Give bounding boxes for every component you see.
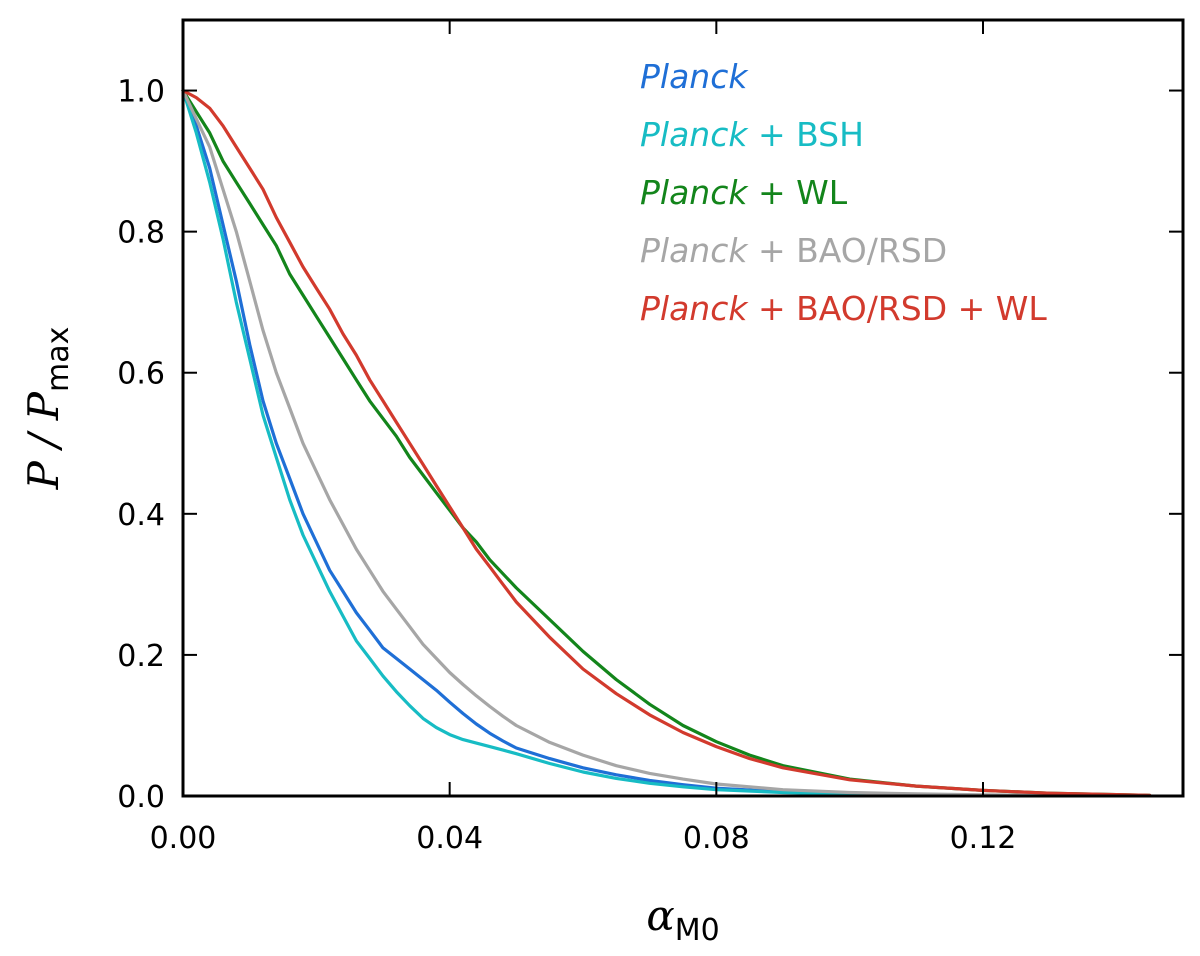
y-tick-label: 0.2 — [117, 639, 165, 674]
y-tick-label: 0.6 — [117, 357, 165, 392]
legend-entry-italic: Planck — [640, 57, 749, 96]
x-axis-label-main: α — [646, 891, 674, 940]
legend-entry-4: Planck + BAO/RSD — [640, 231, 947, 270]
legend-entry-2: Planck + BSH — [640, 115, 864, 154]
x-tick-label: 0.04 — [416, 821, 483, 856]
series-line-5 — [181, 88, 1152, 797]
x-axis-label-sub: M0 — [675, 913, 720, 948]
legend-entry-1: Planck — [640, 57, 749, 96]
legend-entry-rest: + BSH — [747, 115, 863, 154]
series-line-3 — [181, 88, 1152, 797]
legend-entry-italic: Planck — [640, 115, 749, 154]
x-tick-label: 0.00 — [150, 821, 217, 856]
series-layer — [181, 88, 1152, 798]
series-line-4 — [181, 88, 1152, 798]
y-tick-label: 0.0 — [117, 780, 165, 815]
legend-entry-rest: + BAO/RSD + WL — [747, 289, 1047, 328]
legend-entry-5: Planck + BAO/RSD + WL — [640, 289, 1047, 328]
series-line-2 — [181, 88, 1152, 798]
y-axis-label-sub: max — [41, 327, 76, 392]
legend-entry-rest: + WL — [747, 173, 847, 212]
ticks-layer: 0.00 0.04 0.08 0.12 0.0 0.2 0.4 0.6 0.8 1.0 — [117, 20, 1183, 856]
y-axis-label-main: P / P — [19, 391, 68, 490]
y-tick-label: 0.8 — [117, 216, 165, 251]
legend-entry-italic: Planck — [640, 231, 749, 270]
y-tick-label: 0.4 — [117, 498, 165, 533]
y-tick-label: 1.0 — [117, 75, 165, 110]
legend-entry-italic: Planck — [640, 173, 749, 212]
x-axis-label: αM0 — [646, 891, 719, 948]
y-axis-label: P / Pmax — [19, 327, 76, 491]
x-tick-label: 0.12 — [950, 821, 1017, 856]
legend-entry-rest: + BAO/RSD — [747, 231, 947, 270]
legend-entry-italic: Planck — [640, 289, 749, 328]
legend-entry-3: Planck + WL — [640, 173, 848, 212]
plot-frame — [181, 18, 1185, 798]
x-tick-label: 0.08 — [683, 821, 750, 856]
